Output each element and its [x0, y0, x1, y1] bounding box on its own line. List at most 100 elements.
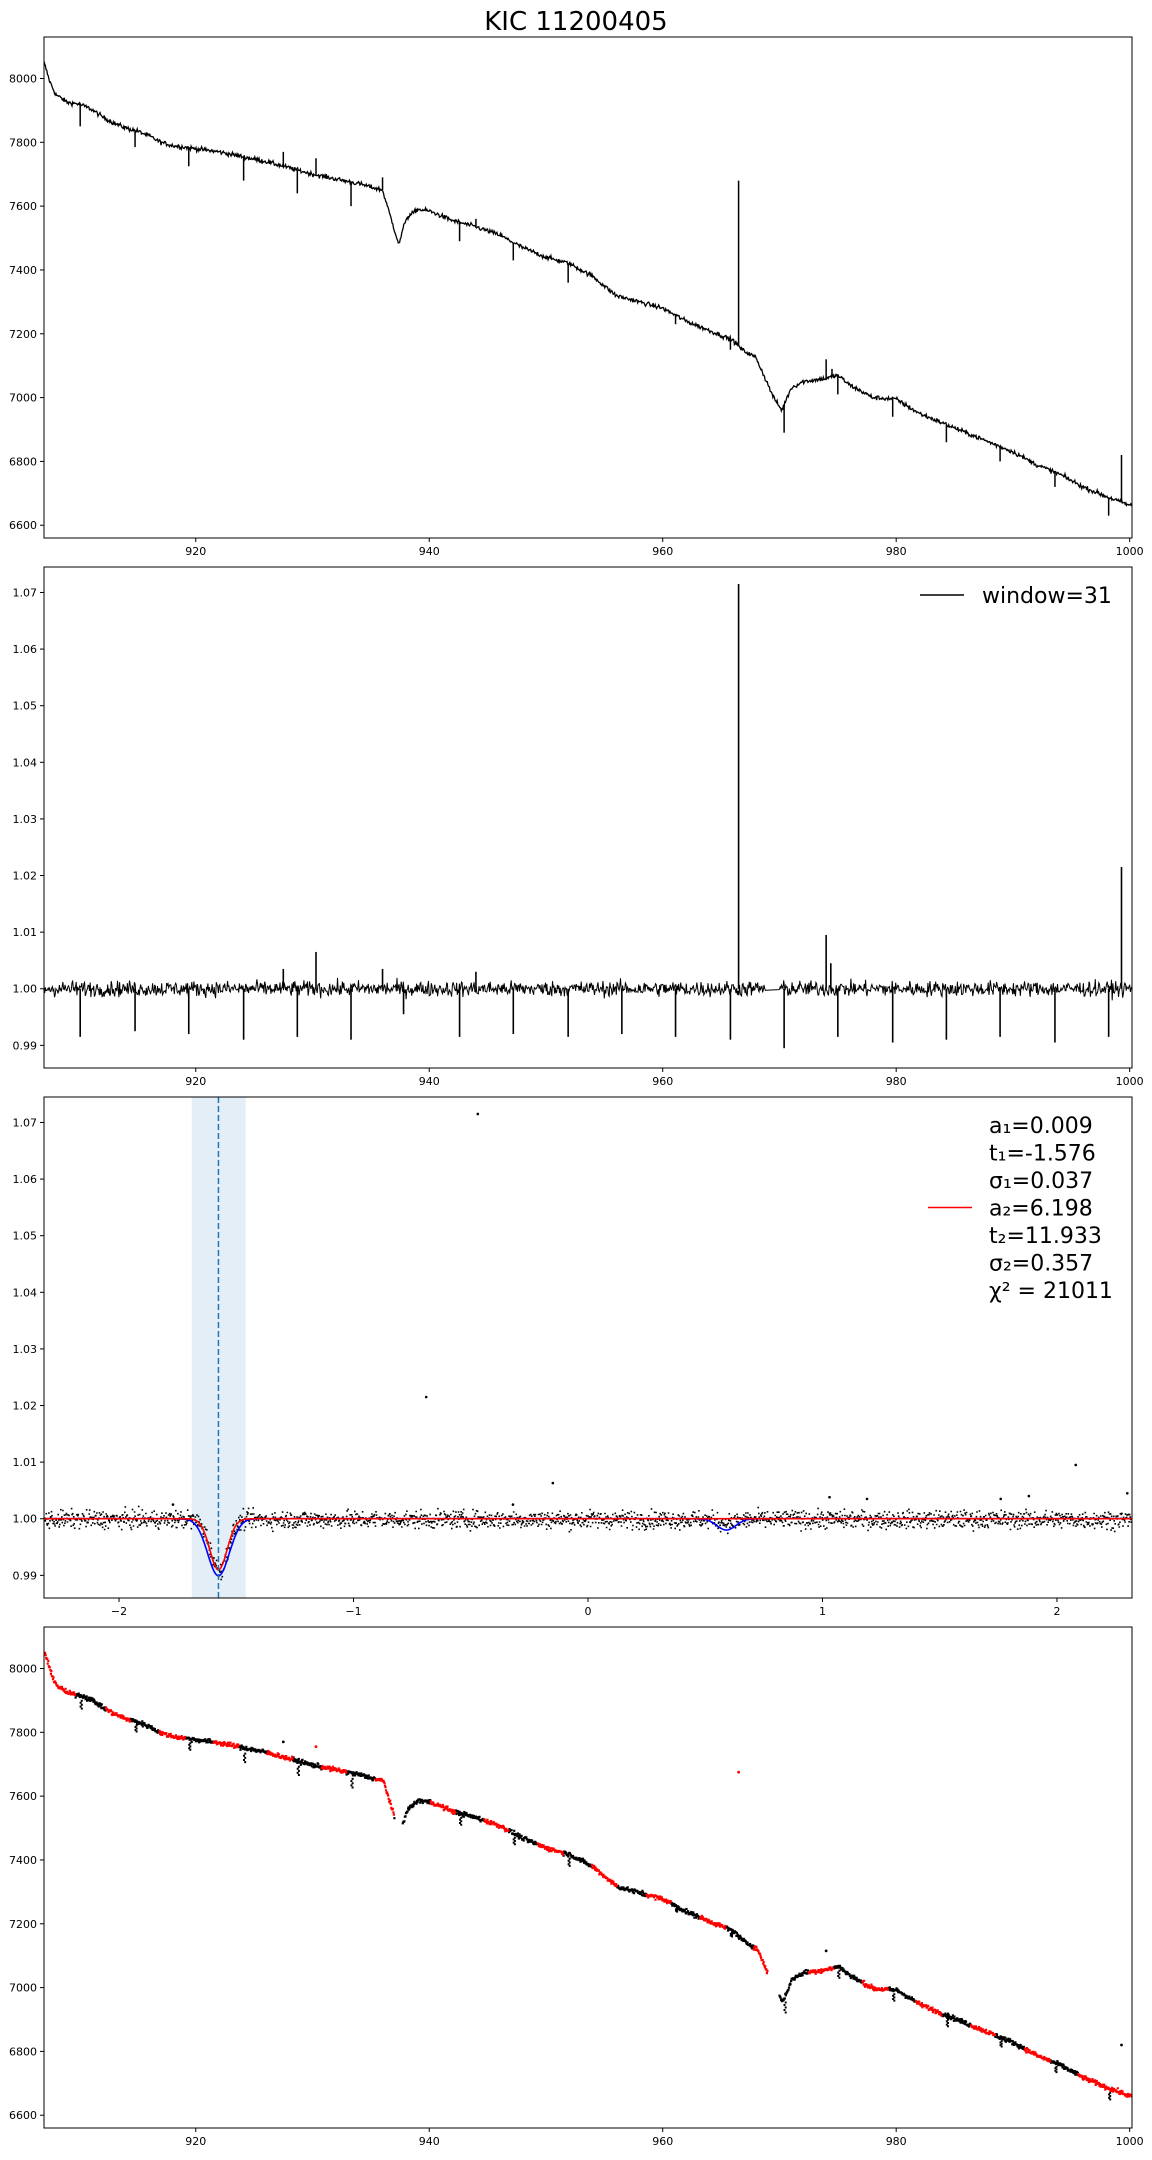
outlier-point	[551, 1481, 555, 1485]
y-tick-label: 1.06	[13, 1173, 38, 1186]
x-tick-label: 1000	[1116, 1075, 1144, 1088]
plot-area	[44, 61, 1132, 516]
isolated-point	[1120, 2043, 1123, 2047]
data-points	[44, 1505, 1132, 1581]
outlier-point	[1074, 1463, 1078, 1467]
legend-text-line: χ² = 21011	[989, 1279, 1113, 1304]
x-tick-label: 0	[585, 1605, 592, 1618]
legend-text-line: a₂=6.198	[989, 1197, 1093, 1222]
y-tick-label: 1.07	[13, 1116, 38, 1129]
flux-line	[398, 205, 743, 351]
y-tick-label: 1.05	[13, 1230, 38, 1243]
axes-frame	[43, 1626, 1133, 2129]
y-tick-label: 0.99	[13, 1569, 38, 1582]
y-tick-label: 8000	[9, 72, 37, 85]
flux-line	[44, 61, 400, 244]
outlier-point	[476, 1112, 480, 1116]
y-tick-label: 6800	[9, 2045, 37, 2058]
y-tick-label: 7400	[9, 264, 37, 277]
x-tick-label: 980	[886, 545, 907, 558]
x-tick-label: −1	[345, 1605, 361, 1618]
outlier-point	[1126, 1491, 1129, 1495]
legend-text-line: σ₁=0.037	[989, 1169, 1093, 1194]
x-tick-label: 920	[185, 1075, 206, 1088]
x-tick-label: 960	[652, 545, 673, 558]
plot-area	[44, 1651, 1132, 2101]
y-tick-label: 6600	[9, 2109, 37, 2122]
y-tick-label: 7600	[9, 200, 37, 213]
outlier-point	[424, 1395, 428, 1399]
y-tick-label: 8000	[9, 1662, 37, 1675]
x-tick-label: 1000	[1116, 2135, 1144, 2148]
y-tick-label: 1.01	[13, 926, 38, 939]
legend-text-line: t₁=-1.576	[989, 1142, 1096, 1167]
outlier-point	[999, 1497, 1002, 1501]
plot-area	[44, 1097, 1132, 1598]
y-tick-label: 1.01	[13, 1456, 38, 1469]
axes-frame	[43, 566, 1133, 1069]
isolated-point	[281, 1740, 285, 1744]
x-tick-label: 960	[652, 2135, 673, 2148]
figure-title: KIC 11200405	[484, 7, 667, 37]
y-tick-label: 7000	[9, 1982, 37, 1995]
y-tick-label: 0.99	[13, 1039, 38, 1052]
legend-text-line: t₂=11.933	[989, 1224, 1102, 1249]
y-tick-label: 1.04	[13, 1286, 38, 1299]
y-tick-label: 7200	[9, 1918, 37, 1931]
x-tick-label: 940	[419, 545, 440, 558]
axes-frame	[43, 36, 1133, 539]
x-tick-label: 920	[185, 2135, 206, 2148]
y-tick-label: 1.06	[13, 643, 38, 656]
y-tick-label: 1.07	[13, 586, 38, 599]
panel-raw-flux: 920 940 960 980 1000 6600 6800 7000 7200 7400 7600…	[9, 36, 1144, 558]
axes-frame	[43, 1096, 1133, 1599]
x-tick-label: 980	[886, 1075, 907, 1088]
y-tick-label: 1.05	[13, 700, 38, 713]
y-tick-label: 6600	[9, 519, 37, 532]
legend-text-line: a₁=0.009	[989, 1114, 1093, 1139]
y-tick-label: 7000	[9, 392, 37, 405]
outlier-point	[1027, 1494, 1031, 1498]
unmasked-points	[74, 1692, 1112, 2101]
outlier-point	[828, 1495, 831, 1499]
x-tick-label: 2	[1053, 1605, 1060, 1618]
masked-points	[44, 1651, 1132, 2099]
x-tick-label: −2	[111, 1605, 127, 1618]
y-tick-label: 1.00	[13, 983, 38, 996]
x-tick-label: 960	[652, 1075, 673, 1088]
y-tick-label: 1.02	[13, 1400, 38, 1413]
y-tick-label: 1.00	[13, 1513, 38, 1526]
y-tick-label: 7800	[9, 1726, 37, 1739]
y-tick-label: 7200	[9, 328, 37, 341]
panel-masked-flux: 920 940 960 980 1000 6600 6800 7000 7200 7400 7600…	[9, 1626, 1144, 2148]
isolated-point	[824, 1949, 828, 1953]
plot-area	[44, 583, 1132, 1049]
outlier-point	[171, 1503, 175, 1506]
y-tick-label: 7600	[9, 1790, 37, 1803]
legend-text-line: σ₂=0.357	[989, 1252, 1093, 1277]
y-tick-label: 7400	[9, 1854, 37, 1867]
y-tick-label: 1.02	[13, 870, 38, 883]
x-tick-label: 1	[819, 1605, 826, 1618]
panel-folded-fit: −2 −1 0 1 2 0.99 1.00 1.01 1.02 1.03 1.04 1.05 1.06 1…	[13, 1096, 1133, 1618]
y-tick-label: 1.03	[13, 813, 38, 826]
y-tick-label: 7800	[9, 136, 37, 149]
x-tick-label: 920	[185, 545, 206, 558]
panel-detrended-flux: 920 940 960 980 1000 0.99 1.00 1.01 1.02 1.03 1.04…	[13, 566, 1144, 1088]
isolated-point	[737, 1770, 740, 1774]
x-tick-label: 980	[886, 2135, 907, 2148]
flux-line	[741, 347, 1132, 507]
x-tick-label: 1000	[1116, 545, 1144, 558]
outlier-point	[865, 1497, 869, 1501]
x-tick-label: 940	[419, 2135, 440, 2148]
y-tick-label: 1.04	[13, 756, 38, 769]
total-fit-curve	[44, 1517, 1132, 1571]
isolated-point	[314, 1745, 318, 1749]
y-tick-label: 6800	[9, 455, 37, 468]
legend-label: window=31	[982, 584, 1112, 609]
detrended-line	[44, 977, 1132, 1001]
outlier-point	[511, 1503, 515, 1506]
x-tick-label: 940	[419, 1075, 440, 1088]
y-tick-label: 1.03	[13, 1343, 38, 1356]
